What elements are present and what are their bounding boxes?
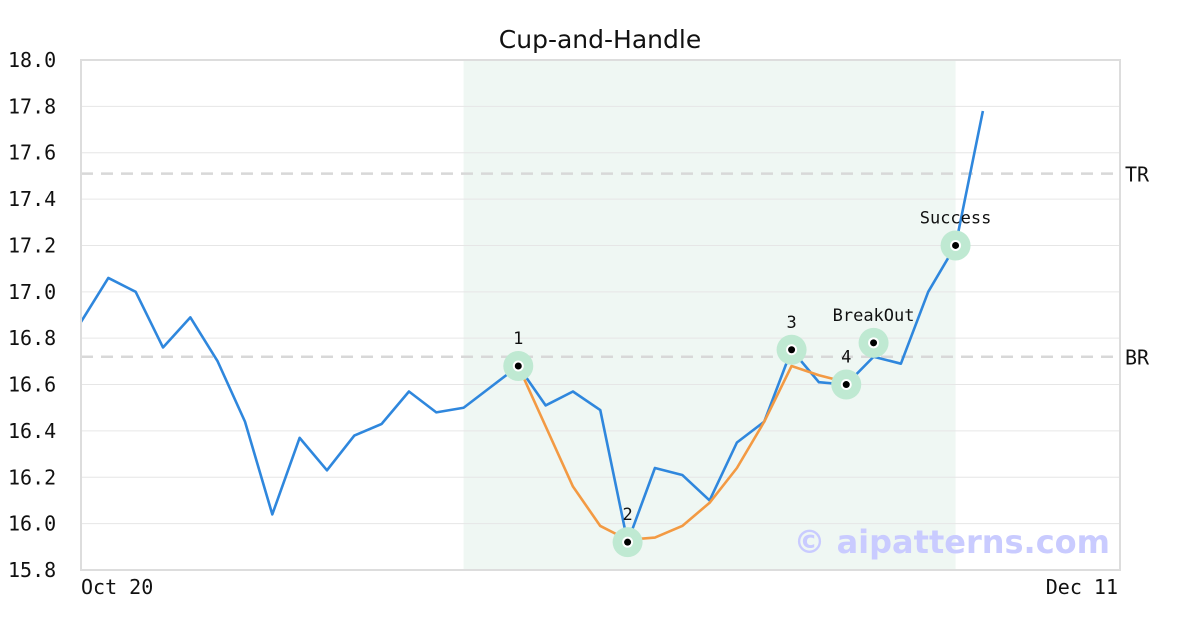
annotation-marker-dot: [788, 346, 796, 354]
annotation-marker-dot: [842, 381, 850, 389]
annotation-label: 2: [622, 505, 632, 525]
watermark: © aipatterns.com: [793, 523, 1110, 561]
annotation-marker-dot: [624, 538, 632, 546]
annotation-label: 1: [513, 329, 523, 349]
y-tick-label: 18.0: [8, 48, 56, 72]
y-tick-label: 17.4: [8, 187, 56, 211]
y-tick-label: 16.4: [8, 419, 56, 443]
y-tick-label: 17.6: [8, 141, 56, 165]
reference-label-tr: TR: [1125, 163, 1150, 187]
plot-frame: [80, 59, 1121, 571]
y-tick-label: 16.0: [8, 512, 56, 536]
y-tick-label: 17.8: [8, 94, 56, 118]
x-tick-label-start: Oct 20: [81, 575, 153, 599]
y-tick-label: 15.8: [8, 558, 56, 582]
x-tick-label-end: Dec 11: [1046, 575, 1118, 599]
annotation-marker-dot: [514, 362, 522, 370]
y-tick-label: 17.2: [8, 233, 56, 257]
annotation-marker-dot: [870, 339, 878, 347]
annotation-label: 4: [841, 348, 851, 368]
cup-handle-fit-line: [517, 364, 847, 542]
annotation-label: 3: [786, 313, 796, 333]
annotation-label: BreakOut: [833, 306, 915, 326]
reference-label-br: BR: [1125, 346, 1150, 370]
annotation-marker-dot: [952, 241, 960, 249]
y-tick-label: 17.0: [8, 280, 56, 304]
annotation-label: Success: [920, 208, 992, 228]
y-tick-label: 16.2: [8, 465, 56, 489]
y-tick-label: 16.8: [8, 326, 56, 350]
chart-title: Cup-and-Handle: [499, 25, 701, 54]
y-tick-label: 16.6: [8, 373, 56, 397]
pattern-highlight-region: [463, 60, 956, 570]
